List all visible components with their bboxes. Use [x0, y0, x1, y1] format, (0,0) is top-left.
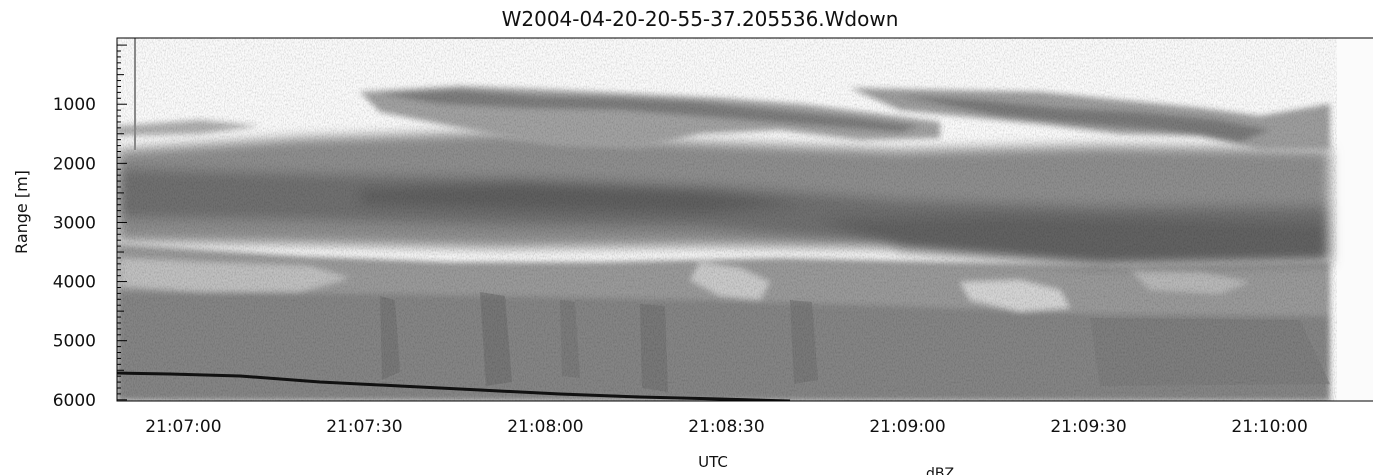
- colorbar-label: dBZ: [926, 466, 954, 475]
- x-tick-label: 21:07:30: [326, 417, 402, 437]
- ground-return-line: [117, 371, 791, 401]
- y-tick-label: 6000: [53, 391, 96, 411]
- y-tick-label: 1000: [53, 95, 96, 115]
- y-tick-label: 5000: [53, 332, 96, 352]
- x-tick-label: 21:08:30: [688, 417, 764, 437]
- plot-area: [117, 38, 1373, 401]
- texture-overlay: [117, 38, 1337, 401]
- x-tick-label: 21:08:00: [507, 417, 583, 437]
- x-tick-label: 21:09:00: [869, 417, 945, 437]
- y-tick-label: 3000: [53, 213, 96, 233]
- x-tick-label: 21:10:00: [1231, 417, 1307, 437]
- y-axis-label: Range [m]: [12, 170, 31, 254]
- x-ticks: 21:07:00 21:07:30 21:08:00 21:08:30 21:09:00…: [145, 417, 1308, 437]
- y-ticks: 1000 2000 3000 4000 5000 6000: [53, 44, 127, 411]
- chart-title: W2004-04-20-20-55-37.205536.Wdown: [502, 7, 899, 31]
- x-tick-label: 21:09:30: [1050, 417, 1126, 437]
- y-tick-label: 4000: [53, 273, 96, 293]
- plot-frame: [116, 37, 1373, 402]
- x-axis-label: UTC: [698, 453, 728, 471]
- y-tick-label: 2000: [53, 154, 96, 174]
- x-tick-label: 21:07:00: [145, 417, 221, 437]
